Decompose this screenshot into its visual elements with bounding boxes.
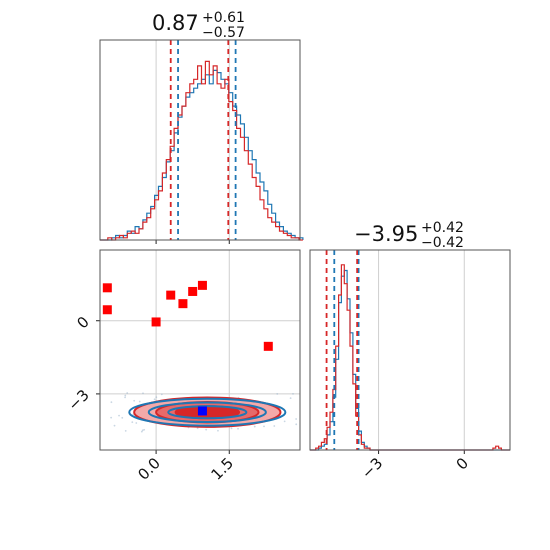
sample-point <box>196 427 199 430</box>
sample-point <box>155 396 158 399</box>
sample-point <box>113 424 116 427</box>
title-1-upper: +0.61 <box>202 10 245 26</box>
hist2-red-series <box>310 264 510 451</box>
sample-point <box>133 399 136 402</box>
sample-point <box>124 396 126 399</box>
sample-point <box>205 428 208 431</box>
panel3-frame <box>99 249 301 451</box>
sample-point <box>110 401 113 404</box>
sample-point <box>118 414 120 417</box>
sample-point <box>141 429 144 432</box>
x2-tick-label-1: 0 <box>453 454 472 473</box>
red-square-marker-3 <box>166 290 176 300</box>
sample-point <box>135 422 138 424</box>
y2-tick-label-1: −3 <box>64 386 92 414</box>
hist1-red-series <box>100 60 303 241</box>
sample-point <box>140 430 143 433</box>
histogram-param-2 <box>309 249 511 454</box>
scatter-contour-panel <box>96 249 301 454</box>
sample-point <box>110 416 113 419</box>
hist2-blue-series <box>310 269 510 451</box>
hist1-blue-series <box>100 69 304 241</box>
sample-point <box>230 427 233 430</box>
sample-point <box>124 394 127 397</box>
sample-point <box>160 393 163 396</box>
sample-point <box>253 425 256 428</box>
sample-point <box>237 427 239 430</box>
sample-point <box>289 397 292 400</box>
title-1-lower: −0.57 <box>202 25 245 41</box>
blue-contour-inner <box>167 405 248 420</box>
sample-point <box>283 420 286 423</box>
red-square-marker-0 <box>102 283 112 293</box>
red-square-marker-5 <box>188 286 198 296</box>
red-square-marker-4 <box>178 299 188 309</box>
red-square-marker-2 <box>151 317 161 327</box>
title-param-2: −3.95 +0.42 −0.42 <box>354 220 464 251</box>
title-2-upper: +0.42 <box>421 220 464 236</box>
tick-labels: 0.0 1.5 −3 0 0 −3 <box>64 313 472 484</box>
sample-point <box>295 418 298 420</box>
title-2-median: −3.95 <box>354 222 418 246</box>
blue-square-marker-0 <box>197 406 207 416</box>
red-square-marker-6 <box>197 280 207 290</box>
panel4-frame <box>309 249 511 451</box>
sample-point <box>131 421 134 424</box>
sample-point <box>124 429 127 432</box>
sample-point <box>143 428 146 431</box>
sample-point <box>295 423 298 426</box>
x2-tick-label-0: −3 <box>358 454 386 482</box>
sample-point <box>138 400 141 403</box>
red-square-marker-1 <box>102 305 112 315</box>
sample-point <box>273 425 276 427</box>
sample-point <box>121 416 124 419</box>
sample-point <box>276 393 279 395</box>
sample-point <box>153 398 156 401</box>
histogram-param-1 <box>99 39 304 244</box>
x1-tick-label-1: 1.5 <box>207 454 237 484</box>
title-param-1: 0.87 +0.61 −0.57 <box>152 10 245 41</box>
title-2-lower: −0.42 <box>421 235 464 251</box>
title-1-median: 0.87 <box>152 11 199 35</box>
red-square-marker-7 <box>263 341 273 351</box>
panel1-frame <box>99 39 301 241</box>
y2-tick-label-0: 0 <box>73 313 92 332</box>
sample-point <box>142 392 144 395</box>
sample-point <box>217 429 219 432</box>
sample-point <box>263 425 265 428</box>
sample-point <box>292 392 294 395</box>
sample-point <box>126 392 129 394</box>
x1-tick-label-0: 0.0 <box>134 454 164 484</box>
blue-contour-outer <box>128 397 287 427</box>
blue-contour-middle <box>147 401 267 423</box>
